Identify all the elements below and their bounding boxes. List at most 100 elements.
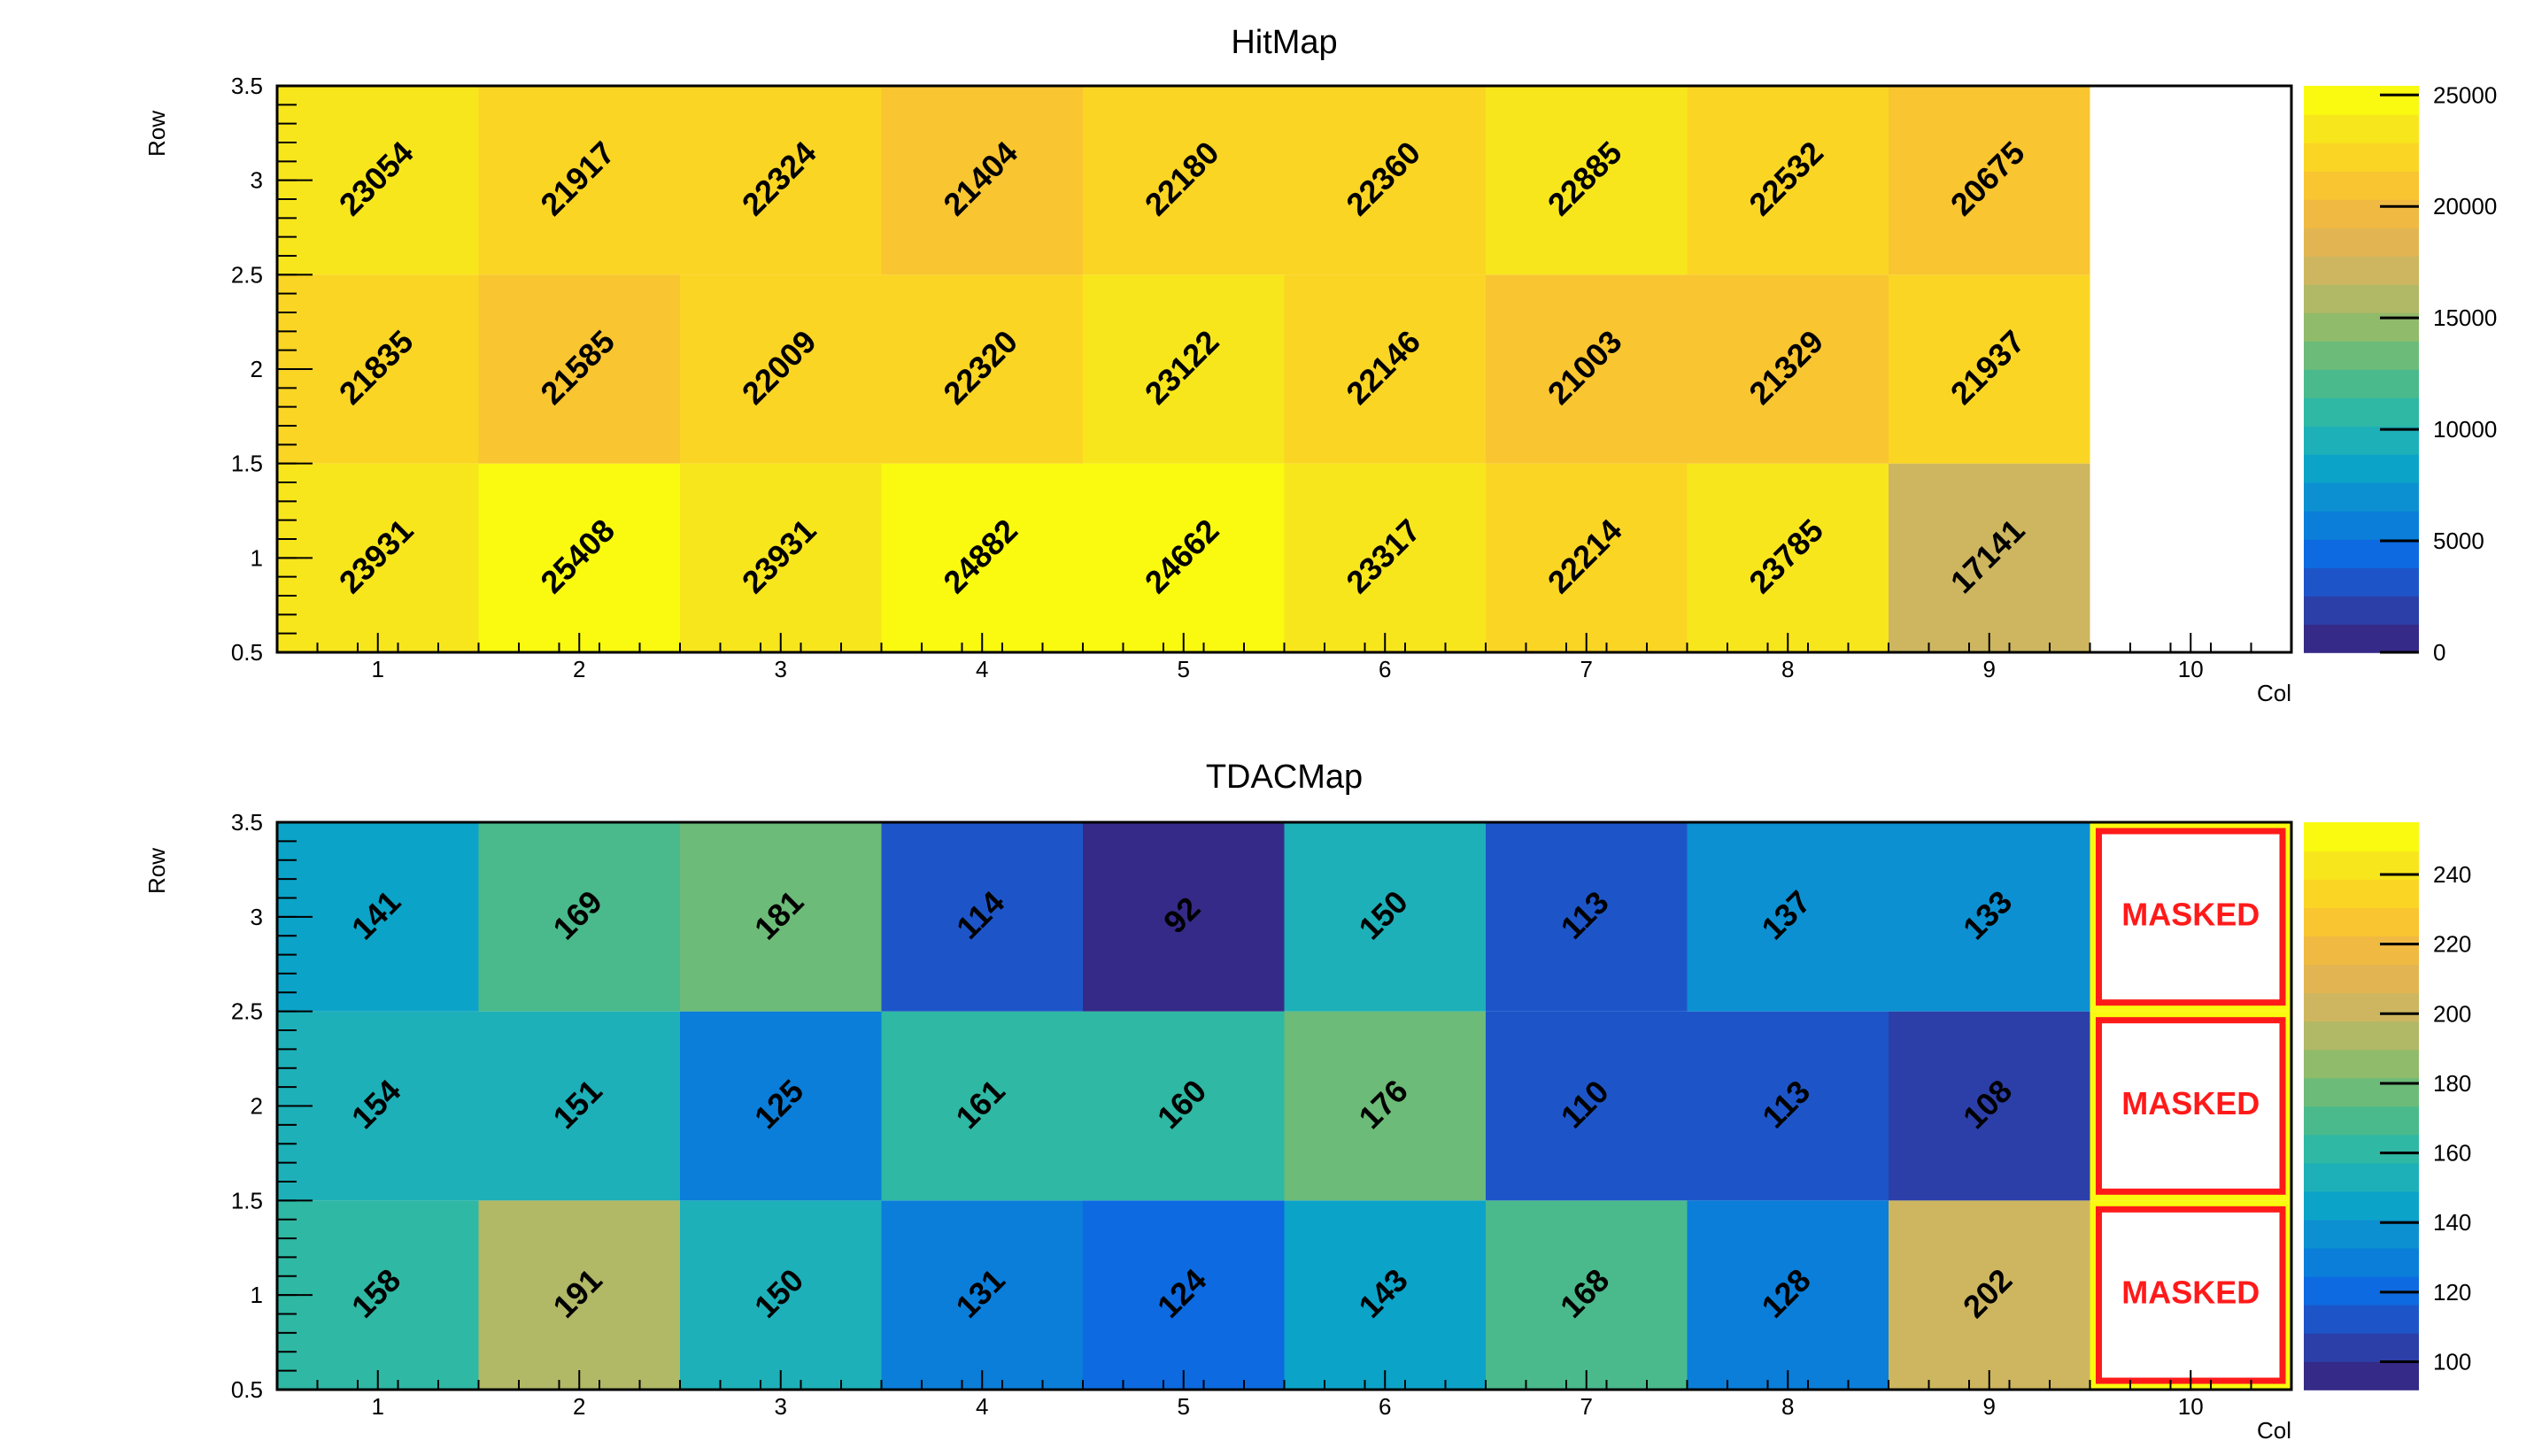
colorbar-segment xyxy=(2304,907,2419,936)
colorbar-segment xyxy=(2304,964,2419,994)
x-tick-label: 2 xyxy=(573,656,585,682)
heatmap-cell xyxy=(881,1011,1083,1201)
colorbar-tick-label: 100 xyxy=(2433,1349,2471,1375)
colorbar-segment xyxy=(2304,1219,2419,1249)
masked-label: MASKED xyxy=(2121,1275,2260,1311)
y-tick-label: 1 xyxy=(251,544,263,571)
x-tick-label: 5 xyxy=(1178,1393,1190,1420)
colorbar-segment xyxy=(2304,511,2419,540)
colorbar-segment xyxy=(2304,341,2419,370)
colorbar-tick-label: 15000 xyxy=(2433,304,2497,331)
heatmap-cell xyxy=(1486,86,1688,275)
colorbar-segment xyxy=(2304,397,2419,427)
heatmap-cell xyxy=(1889,822,2090,1012)
heatmap-cell xyxy=(881,822,1083,1012)
chart-title: TDACMap xyxy=(1206,759,1363,796)
y-tick-label: 1.5 xyxy=(231,451,263,477)
heatmap-cell xyxy=(1889,1011,2090,1201)
colorbar-segment xyxy=(2304,1162,2419,1192)
heatmap-cell xyxy=(1083,86,1285,275)
colorbar-segment xyxy=(2304,936,2419,966)
colorbar-segment xyxy=(2304,1021,2419,1051)
x-tick-label: 1 xyxy=(372,1393,384,1420)
heatmap-cell xyxy=(680,1200,882,1390)
heatmap-cell xyxy=(1284,463,1486,652)
heatmap-cell xyxy=(1486,822,1688,1012)
colorbar-segment xyxy=(2304,1304,2419,1334)
colorbar-segment xyxy=(2304,1190,2419,1221)
colorbar-segment xyxy=(2304,482,2419,512)
colorbar-segment xyxy=(2304,624,2419,653)
x-tick-label: 1 xyxy=(372,656,384,682)
y-tick-label: 2 xyxy=(251,1093,263,1120)
heatmap-cell xyxy=(1687,1011,1889,1201)
heatmap-cell xyxy=(478,86,680,275)
y-tick-label: 0.5 xyxy=(231,1376,263,1403)
heatmap-cell xyxy=(1284,274,1486,464)
colorbar-segment xyxy=(2304,171,2419,200)
colorbar-tick-label: 160 xyxy=(2433,1140,2471,1167)
colorbar-segment xyxy=(2304,227,2419,257)
colorbar-segment xyxy=(2304,1247,2419,1277)
colorbar-segment xyxy=(2304,114,2419,143)
colorbar-segment xyxy=(2304,256,2419,285)
x-tick-label: 6 xyxy=(1379,1393,1391,1420)
x-tick-label: 7 xyxy=(1580,1393,1593,1420)
masked-label: MASKED xyxy=(2121,1085,2260,1121)
heatmap-cell xyxy=(881,274,1083,464)
heatmap-cell xyxy=(478,822,680,1012)
colorbar-segment xyxy=(2304,1275,2419,1306)
colorbar-tick-label: 20000 xyxy=(2433,193,2497,220)
x-tick-label: 2 xyxy=(573,1393,585,1420)
heatmap-cell xyxy=(1486,1011,1688,1201)
y-tick-label: 3.5 xyxy=(231,73,263,99)
heatmap-cell xyxy=(1083,1011,1285,1201)
x-axis-label: Col xyxy=(2257,680,2291,706)
x-tick-label: 5 xyxy=(1178,656,1190,682)
colorbar-segment xyxy=(2304,1105,2419,1136)
heatmap-cell xyxy=(680,1011,882,1201)
x-tick-label: 7 xyxy=(1580,656,1593,682)
colorbar-tick-label: 220 xyxy=(2433,931,2471,958)
y-tick-label: 1.5 xyxy=(231,1187,263,1213)
heatmap-cell xyxy=(478,274,680,464)
heatmap-cell xyxy=(1889,274,2090,464)
heatmap-cell xyxy=(1083,274,1285,464)
x-tick-label: 4 xyxy=(976,656,988,682)
colorbar-tick-label: 180 xyxy=(2433,1070,2471,1097)
x-tick-label: 9 xyxy=(1983,656,1996,682)
colorbar-segment xyxy=(2304,1134,2419,1164)
masked-cell-box xyxy=(2096,1206,2286,1384)
heatmap-cell xyxy=(680,463,882,652)
y-tick-label: 3 xyxy=(251,167,263,194)
heatmap-cell xyxy=(1687,86,1889,275)
heatmap-cell xyxy=(881,1200,1083,1390)
heatmap-cell xyxy=(680,86,882,275)
heatmap-cell xyxy=(1284,822,1486,1012)
masked-label: MASKED xyxy=(2121,896,2260,932)
x-axis-label: Col xyxy=(2257,1417,2291,1444)
heatmap-cell xyxy=(1687,822,1889,1012)
y-tick-label: 2 xyxy=(251,356,263,382)
colorbar-segment xyxy=(2304,369,2419,398)
heatmap-cell xyxy=(1486,463,1688,652)
heatmap-cell xyxy=(1486,1200,1688,1390)
y-tick-label: 1 xyxy=(251,1282,263,1308)
heatmap-cell xyxy=(478,1200,680,1390)
y-tick-label: 2.5 xyxy=(231,261,263,288)
x-tick-label: 9 xyxy=(1983,1393,1996,1420)
colorbar-segment xyxy=(2304,539,2419,568)
heatmap-cell xyxy=(680,822,882,1012)
x-tick-label: 3 xyxy=(775,656,787,682)
colorbar-tick-label: 240 xyxy=(2433,861,2471,888)
x-tick-label: 8 xyxy=(1781,656,1794,682)
heatmap-cell xyxy=(1284,1011,1486,1201)
masked-cell-box xyxy=(2096,1017,2286,1195)
colorbar-segment xyxy=(2304,879,2419,908)
colorbar-tick-label: 10000 xyxy=(2433,416,2497,443)
heatmap-cell xyxy=(1284,86,1486,275)
y-tick-label: 3 xyxy=(251,904,263,930)
heatmap-cell xyxy=(478,1011,680,1201)
heatmap-cell xyxy=(1687,463,1889,652)
y-tick-label: 0.5 xyxy=(231,639,263,666)
